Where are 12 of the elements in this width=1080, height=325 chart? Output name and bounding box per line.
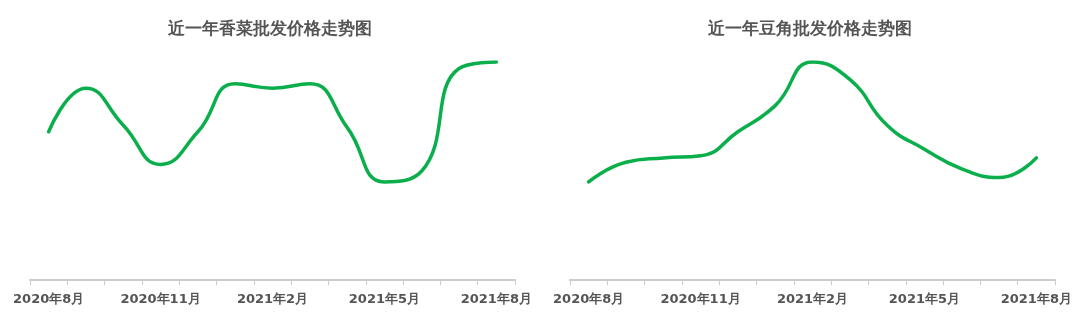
chart-title: 近一年豆角批发价格走势图 — [707, 17, 912, 38]
x-tick-label: 2021年2月 — [236, 291, 309, 306]
x-tick-label: 2020年11月 — [120, 291, 201, 306]
x-tick-label: 2021年2月 — [776, 291, 849, 306]
x-tick-label: 2021年8月 — [1000, 291, 1072, 306]
x-tick-label: 2021年5月 — [888, 291, 961, 306]
chart-title: 近一年香菜批发价格走势图 — [167, 17, 372, 38]
x-tick-label: 2020年8月 — [13, 291, 85, 306]
x-tick-label: 2020年8月 — [553, 291, 625, 306]
x-tick-label: 2021年8月 — [460, 291, 532, 306]
x-tick-label: 2021年5月 — [348, 291, 421, 306]
x-tick-label: 2020年11月 — [660, 291, 741, 306]
